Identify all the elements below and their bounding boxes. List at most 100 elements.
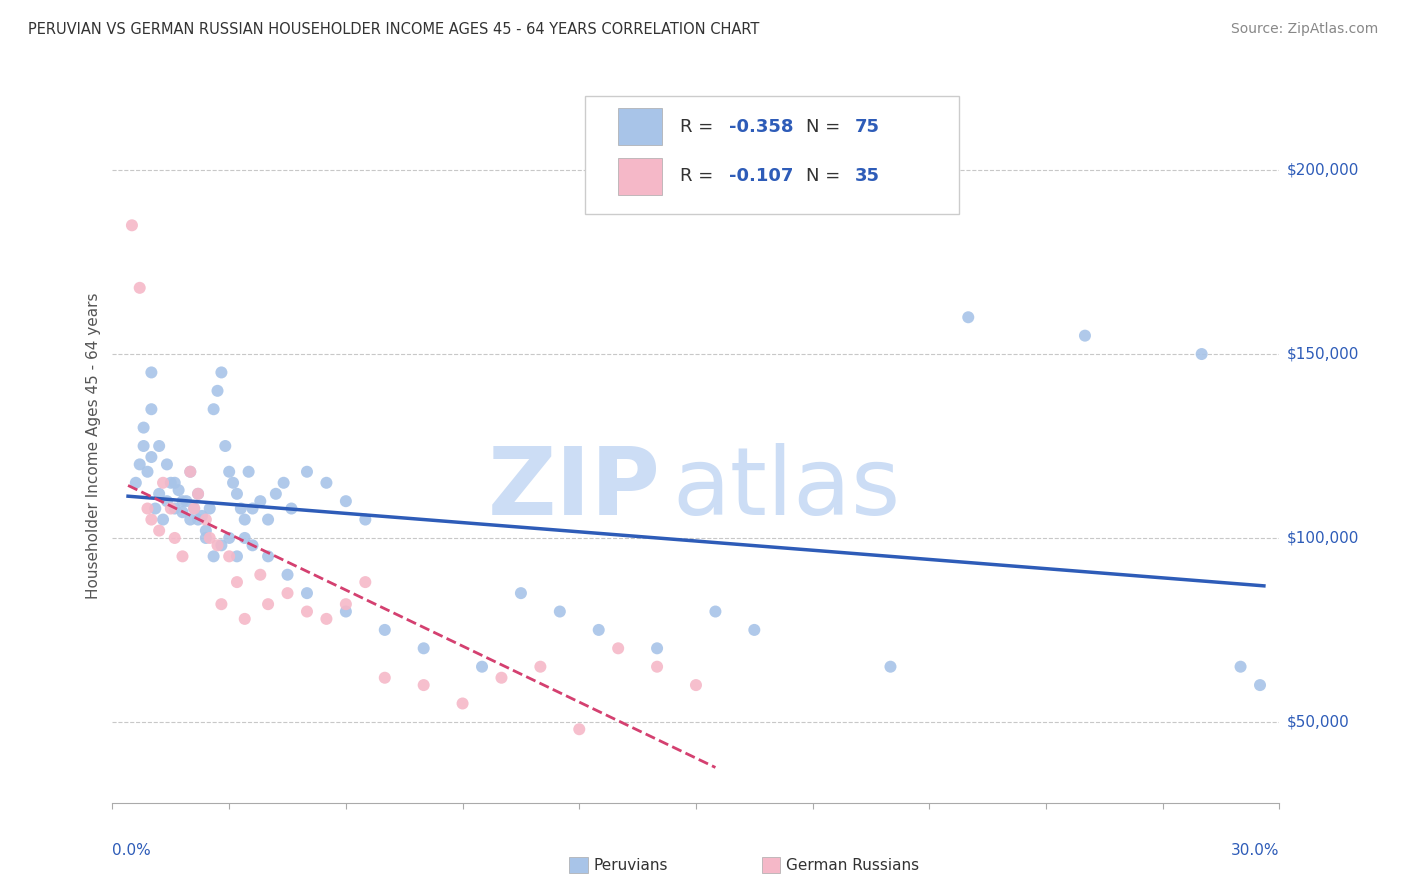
Text: R =: R =: [679, 118, 718, 136]
Point: [148, 487, 170, 501]
Point: [194, 524, 217, 538]
Point: [233, 512, 256, 526]
Point: [742, 623, 765, 637]
Point: [179, 465, 201, 479]
Point: [335, 494, 357, 508]
Point: [198, 531, 221, 545]
Text: -0.358: -0.358: [728, 118, 793, 136]
Point: [176, 494, 198, 508]
Point: [152, 512, 174, 526]
Text: -0.107: -0.107: [728, 168, 793, 186]
Point: [249, 494, 271, 508]
Point: [152, 475, 174, 490]
Point: [242, 538, 264, 552]
Text: $100,000: $100,000: [1286, 531, 1358, 546]
Point: [179, 465, 201, 479]
Point: [148, 439, 170, 453]
Point: [226, 549, 249, 564]
Point: [141, 366, 163, 380]
Point: [143, 501, 166, 516]
Point: [141, 450, 163, 464]
Point: [249, 567, 271, 582]
Point: [194, 512, 217, 526]
Point: [194, 531, 217, 545]
Point: [1074, 328, 1097, 343]
Point: [295, 465, 318, 479]
Point: [276, 567, 298, 582]
Point: [218, 549, 240, 564]
Point: [704, 605, 727, 619]
Point: [354, 575, 377, 590]
Point: [645, 641, 668, 656]
Point: [121, 219, 143, 233]
Point: [218, 465, 240, 479]
Point: [209, 366, 232, 380]
Text: German Russians: German Russians: [786, 858, 920, 872]
Point: [167, 483, 190, 497]
Point: [276, 586, 298, 600]
Point: [125, 475, 148, 490]
Text: N =: N =: [806, 168, 845, 186]
Point: [233, 612, 256, 626]
Point: [136, 501, 159, 516]
Point: [509, 586, 531, 600]
Point: [1229, 659, 1251, 673]
Point: [242, 501, 264, 516]
FancyBboxPatch shape: [617, 158, 662, 195]
Point: [209, 538, 232, 552]
Point: [229, 501, 252, 516]
Point: [607, 641, 630, 656]
Point: [226, 487, 249, 501]
Text: 30.0%: 30.0%: [1232, 843, 1279, 858]
Text: Source: ZipAtlas.com: Source: ZipAtlas.com: [1230, 22, 1378, 37]
Point: [226, 575, 249, 590]
Point: [568, 723, 591, 737]
Point: [214, 439, 236, 453]
Point: [128, 281, 150, 295]
Point: [264, 487, 287, 501]
Point: [191, 508, 214, 523]
FancyBboxPatch shape: [617, 108, 662, 145]
Point: [207, 384, 229, 398]
Point: [374, 623, 396, 637]
Point: [163, 475, 186, 490]
Point: [187, 512, 209, 526]
Text: 35: 35: [855, 168, 880, 186]
Point: [335, 605, 357, 619]
Point: [315, 612, 337, 626]
Point: [257, 512, 280, 526]
Point: [295, 605, 318, 619]
Point: [198, 501, 221, 516]
Point: [491, 671, 513, 685]
Point: [685, 678, 707, 692]
Point: [136, 465, 159, 479]
Point: [160, 475, 183, 490]
Point: [645, 659, 668, 673]
Point: [156, 458, 179, 472]
Point: [588, 623, 610, 637]
Point: [451, 697, 474, 711]
Text: $200,000: $200,000: [1286, 162, 1358, 178]
Point: [335, 597, 357, 611]
Point: [148, 524, 170, 538]
Point: [128, 458, 150, 472]
Point: [163, 501, 186, 516]
Point: [412, 678, 434, 692]
Point: [257, 597, 280, 611]
Point: [1191, 347, 1213, 361]
Point: [471, 659, 494, 673]
Point: [187, 487, 209, 501]
Point: [209, 597, 232, 611]
Point: [156, 494, 179, 508]
Point: [257, 549, 280, 564]
Point: [295, 586, 318, 600]
Point: [374, 671, 396, 685]
Point: [163, 531, 186, 545]
Point: [172, 505, 194, 519]
Point: [280, 501, 302, 516]
Point: [141, 512, 163, 526]
Point: [202, 402, 225, 417]
Point: [172, 549, 194, 564]
Text: $50,000: $50,000: [1286, 714, 1350, 730]
Text: N =: N =: [806, 118, 845, 136]
